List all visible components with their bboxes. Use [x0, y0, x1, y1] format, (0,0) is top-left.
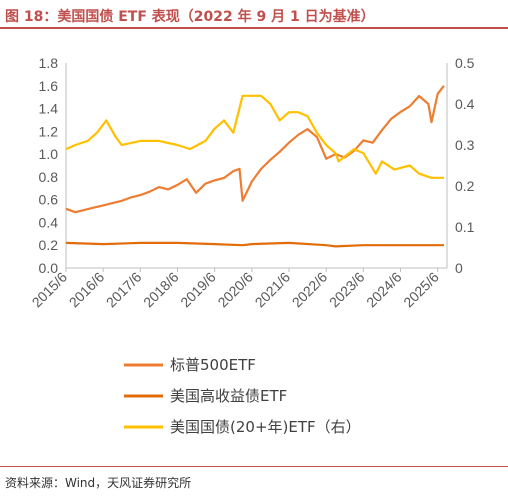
x-tick-label: 2017/6 [103, 269, 145, 311]
x-tick-label: 2020/6 [214, 269, 256, 311]
x-tick-label: 2023/6 [326, 269, 368, 311]
x-tick-label: 2018/6 [140, 269, 182, 311]
x-tick-label: 2024/6 [363, 269, 405, 311]
chart-svg: 0.0 0.2 0.4 0.6 0.8 1.0 1.2 1.4 1.6 1.8 0 0.1 0.2 0.3… [29, 55, 475, 436]
series-line-2 [65, 241, 444, 248]
y-right-tick-label: 0.3 [455, 137, 475, 153]
y-right-tick-label: 0 [455, 260, 463, 276]
y-left-tick-label: 1.8 [39, 55, 59, 71]
source-note: 资料来源：Wind，天风证券研究所 [5, 476, 192, 490]
y-right-tick-label: 0.4 [455, 96, 475, 112]
y-right-tick-label: 0.5 [455, 55, 475, 71]
series-line-1 [65, 85, 445, 214]
y-left-tick-label: 0.2 [39, 237, 59, 253]
y-left-tick-label: 1.4 [39, 101, 59, 117]
y-right-tick-label: 0.2 [455, 178, 475, 194]
x-tick-label: 2021/6 [252, 269, 294, 311]
chart-title: 图 18：美国国债 ETF 表现（2022 年 9 月 1 日为基准） [5, 9, 375, 25]
y-left-tick-label: 0.0 [39, 260, 59, 276]
title-divider [0, 27, 508, 29]
footer-divider [0, 466, 508, 467]
series-line-3 [65, 94, 444, 179]
x-tick-label: 2025/6 [400, 269, 442, 311]
y-left-tick-label: 0.4 [39, 214, 59, 230]
y-left-tick-label: 0.8 [39, 169, 59, 185]
legend-label-1: 标普500ETF [170, 356, 256, 374]
y-left-tick-label: 1.0 [39, 146, 59, 162]
x-tick-label: 2022/6 [289, 269, 331, 311]
y-left-tick-label: 1.6 [39, 78, 59, 94]
x-tick-label: 2019/6 [177, 269, 219, 311]
legend-label-2: 美国高收益债ETF [170, 387, 287, 405]
x-tick-label: 2016/6 [66, 269, 108, 311]
y-left-tick-label: 1.2 [39, 123, 59, 139]
legend-label-3: 美国国债(20+年)ETF（右） [170, 418, 361, 436]
y-left-tick-label: 0.6 [39, 192, 59, 208]
y-right-tick-label: 0.1 [455, 219, 475, 235]
